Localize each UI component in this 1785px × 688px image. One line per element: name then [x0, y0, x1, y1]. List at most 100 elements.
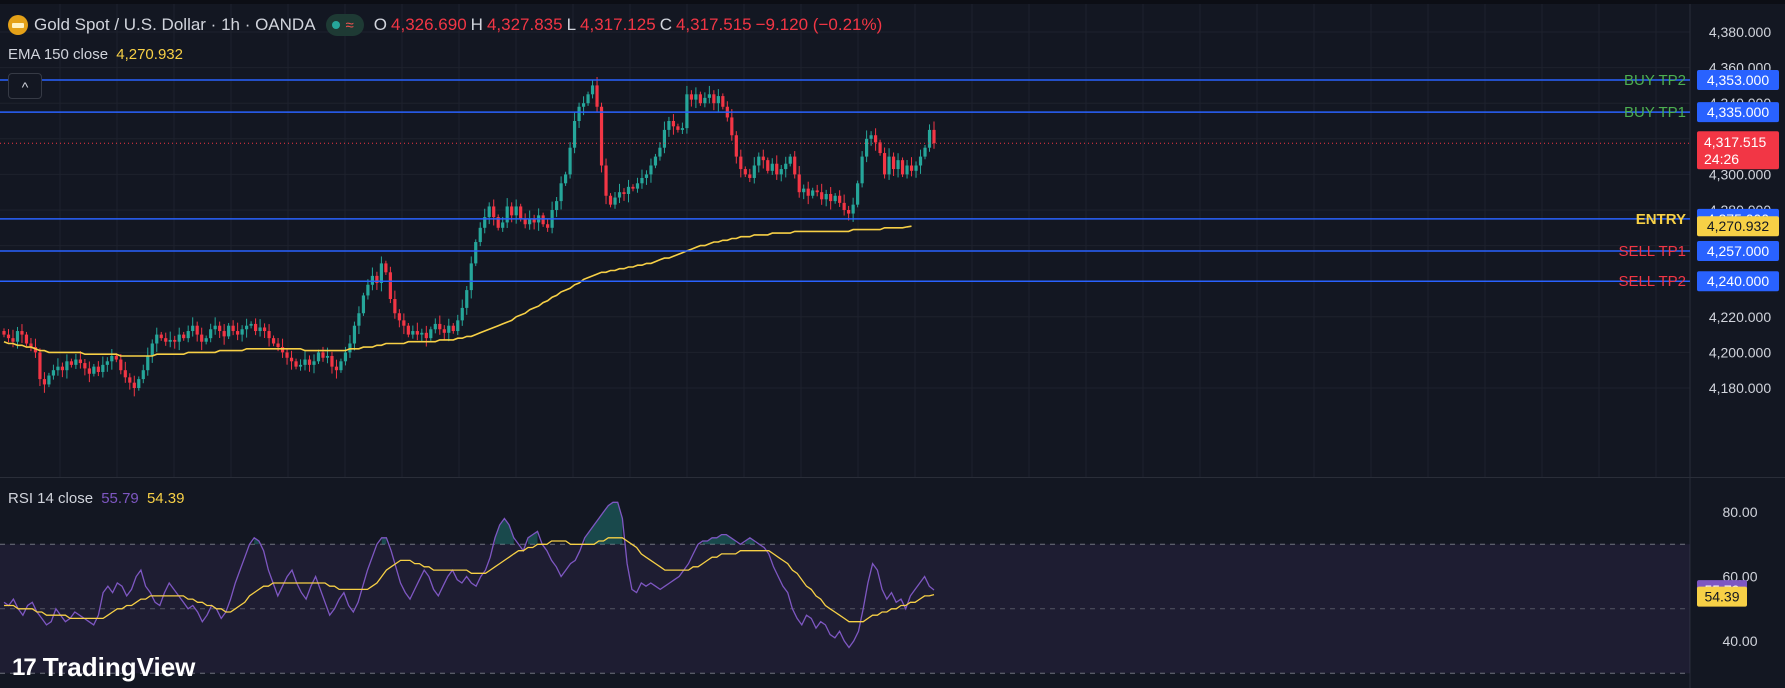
- candle-body: [285, 352, 289, 358]
- candle-body: [177, 334, 181, 342]
- candle-body: [11, 338, 15, 342]
- candle-body: [164, 338, 168, 342]
- candle-body: [519, 206, 523, 219]
- rsi-tick-label: 40.00: [1722, 633, 1757, 649]
- candle-body: [173, 339, 177, 342]
- last-price-label: 4,317.515: [1704, 134, 1766, 150]
- candle-body: [644, 174, 649, 178]
- price-tick-label: 4,200.000: [1709, 344, 1771, 360]
- candle-body: [456, 320, 460, 332]
- candle-body: [676, 126, 680, 130]
- close-value: 4,317.515: [675, 15, 752, 34]
- candle-body: [622, 192, 626, 194]
- level-price-tag: [1697, 271, 1779, 292]
- level-name-buy-tp1: BUY TP1: [1624, 104, 1686, 121]
- candle-body: [334, 366, 339, 371]
- candle-body: [406, 325, 410, 335]
- candle-body: [110, 355, 114, 362]
- candle-body: [869, 135, 873, 139]
- candle-body: [671, 121, 676, 127]
- rsi-overbought-fill: [702, 534, 736, 545]
- candle-body: [766, 160, 770, 171]
- symbol-title[interactable]: Gold Spot / U.S. Dollar · 1h · OANDA: [34, 15, 316, 34]
- tradingview-wordmark: TradingView: [42, 652, 196, 682]
- candle-body: [87, 368, 91, 374]
- candle-body: [775, 163, 779, 175]
- level-name-sell-tp1: SELL TP1: [1618, 243, 1686, 260]
- collapse-legend-button[interactable]: ^: [8, 73, 42, 99]
- candle-body: [393, 299, 397, 314]
- candle-body: [815, 190, 819, 193]
- level-price-tag: [1697, 240, 1779, 261]
- price-chart[interactable]: 4,180.0004,200.0004,220.0004,240.0004,26…: [0, 4, 1785, 477]
- candle-body: [739, 156, 743, 170]
- candle-body: [752, 165, 756, 178]
- candle-body: [186, 331, 190, 339]
- low-key: L: [566, 15, 577, 34]
- candle-body: [357, 313, 361, 326]
- candle-body: [307, 359, 312, 365]
- candle-body: [132, 382, 136, 388]
- candle-body: [38, 352, 42, 380]
- candle-body: [33, 347, 38, 353]
- candle-body: [514, 206, 518, 216]
- candle-body: [249, 323, 253, 326]
- tradingview-logo[interactable]: 17 TradingView: [12, 652, 195, 683]
- candle-body: [474, 242, 478, 264]
- candle-body: [577, 106, 581, 121]
- market-status-badge[interactable]: ≈: [325, 14, 364, 36]
- candle-body: [626, 186, 631, 194]
- candle-body: [721, 96, 725, 107]
- rsi-overbought-fill: [745, 537, 755, 545]
- candle-body: [734, 135, 738, 157]
- candle-body: [42, 379, 47, 385]
- rsi-legend[interactable]: RSI 14 close 55.79 54.39: [8, 490, 188, 507]
- candle-body: [262, 327, 267, 332]
- candle-body: [442, 329, 446, 333]
- market-open-dot-icon: [331, 21, 340, 29]
- rsi-label: RSI 14 close: [8, 490, 94, 507]
- candle-body: [599, 106, 604, 166]
- candle-body: [694, 94, 698, 100]
- pane-separator[interactable]: [0, 477, 1785, 478]
- candle-body: [563, 174, 568, 184]
- candle-body: [590, 85, 595, 95]
- low-value: 4,317.125: [580, 15, 656, 34]
- candle-body: [743, 169, 747, 175]
- rsi-tick-label: 80.00: [1722, 504, 1757, 520]
- rsi-overbought-fill: [584, 502, 623, 545]
- candle-body: [546, 224, 550, 228]
- candle-body: [806, 188, 810, 196]
- candle-body: [182, 334, 186, 339]
- rsi-line: [3, 501, 935, 649]
- candle-body: [424, 332, 428, 339]
- countdown-label: 24:26: [1704, 151, 1739, 167]
- candle-body: [779, 169, 783, 175]
- candle-body: [878, 142, 882, 154]
- ema-legend[interactable]: EMA 150 close 4,270.932: [8, 46, 187, 63]
- candle-body: [384, 263, 388, 273]
- rsi-ma-value: 54.39: [146, 490, 185, 507]
- candle-body: [375, 275, 379, 283]
- open-value: 4,326.690: [391, 15, 467, 34]
- candle-body: [501, 222, 505, 228]
- candle-body: [918, 156, 923, 166]
- candle-body: [6, 334, 11, 339]
- candle-body: [348, 343, 352, 353]
- candle-body: [581, 103, 586, 107]
- candle-body: [289, 357, 294, 362]
- ema-value: 4,270.932: [116, 46, 183, 63]
- candle-body: [703, 97, 707, 104]
- candle-body: [402, 320, 406, 326]
- candle-body: [325, 355, 330, 358]
- symbol-legend[interactable]: Gold Spot / U.S. Dollar · 1h · OANDA ≈ O…: [8, 14, 886, 36]
- candle-body: [29, 343, 33, 348]
- candle-body: [415, 331, 419, 335]
- candle-body: [658, 147, 662, 157]
- candle-body: [379, 263, 383, 283]
- candle-body: [608, 195, 613, 205]
- candle-body: [873, 135, 878, 143]
- candle-body: [761, 156, 765, 161]
- candle-body: [280, 347, 285, 353]
